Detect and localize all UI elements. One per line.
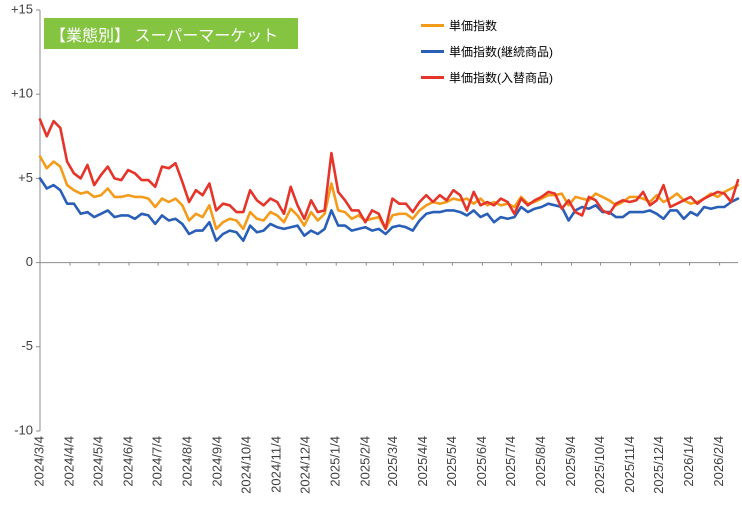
- x-tick-label: 2025/2/4: [358, 436, 373, 487]
- series-line-replaced-products: [38, 118, 740, 231]
- legend-swatch-blue: [421, 49, 444, 53]
- x-tick-label: 2024/9/4: [210, 436, 225, 487]
- legend-swatch-red: [421, 75, 444, 79]
- legend-label: 単価指数: [449, 18, 498, 33]
- x-tick-label: 2025/12/4: [651, 436, 666, 494]
- x-tick-label: 2024/6/4: [121, 436, 136, 487]
- legend: 単価指数 単価指数(継続商品) 単価指数(入替商品): [421, 17, 553, 95]
- x-tick-label: 2025/9/4: [563, 436, 578, 487]
- x-tick-label: 2025/10/4: [592, 436, 607, 494]
- x-tick-label: 2024/5/4: [91, 436, 106, 487]
- x-tick-label: 2025/1/4: [328, 436, 343, 487]
- y-tick-label: -10: [14, 422, 33, 437]
- x-tick-label: 2024/10/4: [239, 436, 254, 494]
- x-tick-label: 2024/3/4: [31, 436, 46, 487]
- legend-swatch-orange: [421, 23, 444, 27]
- x-tick-label: 2026/2/4: [711, 436, 726, 487]
- x-tick-label: 2024/11/4: [269, 436, 284, 493]
- legend-label: 単価指数(入替商品): [449, 70, 553, 85]
- y-tick-label: 0: [26, 254, 33, 269]
- x-tick-label: 2024/8/4: [180, 436, 195, 487]
- x-tick-label: 2024/12/4: [298, 436, 313, 494]
- x-tick-label: 2025/8/4: [533, 436, 548, 487]
- series-line-unit-price-index: [38, 155, 740, 231]
- y-tick-label: +10: [11, 86, 33, 101]
- y-tick-label: +15: [11, 1, 33, 16]
- x-tick-label: 2025/11/4: [622, 436, 637, 493]
- series-line-continuing-products: [38, 177, 740, 242]
- legend-item-replaced-products: 単価指数(入替商品): [421, 69, 553, 85]
- x-tick-label: 2024/7/4: [150, 436, 165, 487]
- x-tick-label: 2025/3/4: [385, 436, 400, 487]
- x-tick-label: 2024/4/4: [61, 436, 76, 487]
- legend-item-unit-price-index: 単価指数: [421, 17, 553, 33]
- x-tick-label: 2025/7/4: [503, 436, 518, 487]
- x-tick-label: 2026/1/4: [681, 436, 696, 487]
- y-tick-label: -5: [21, 338, 33, 353]
- chart-title-box: 【業態別】 スーパーマーケット: [44, 18, 298, 49]
- legend-label: 単価指数(継続商品): [449, 44, 553, 59]
- x-tick-label: 2025/5/4: [444, 436, 459, 487]
- y-tick-label: +5: [18, 170, 33, 185]
- chart-title: 【業態別】 スーパーマーケット: [50, 27, 279, 45]
- x-tick-label: 2025/4/4: [415, 436, 430, 487]
- x-tick-label: 2025/6/4: [474, 436, 489, 487]
- legend-item-continuing-products: 単価指数(継続商品): [421, 43, 553, 59]
